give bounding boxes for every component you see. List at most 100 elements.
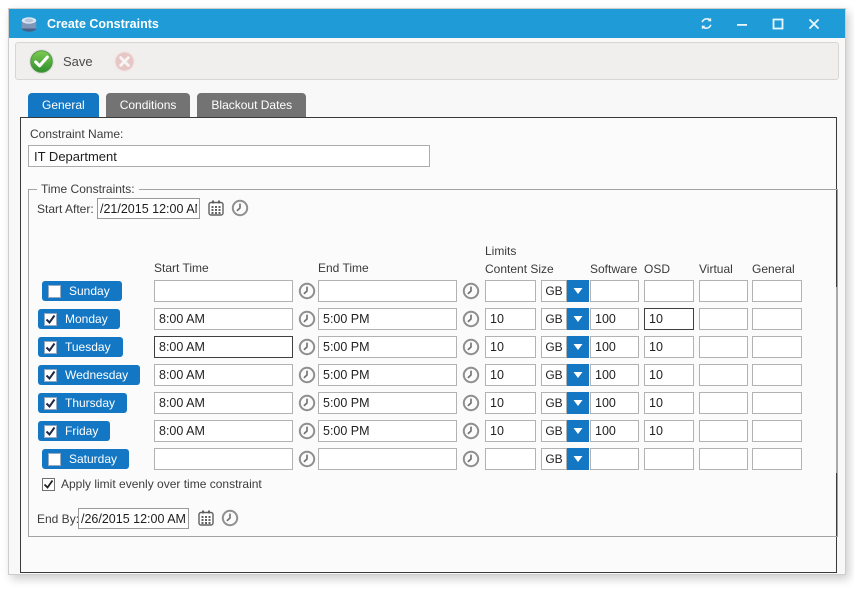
start-time-input[interactable] [154, 420, 293, 442]
end-time-input[interactable] [318, 448, 457, 470]
clock-icon[interactable] [462, 282, 480, 300]
clock-icon[interactable] [462, 422, 480, 440]
start-after-clock-icon[interactable] [231, 199, 249, 217]
content-size-input[interactable] [485, 280, 536, 302]
osd-input[interactable] [644, 336, 694, 358]
virtual-input[interactable] [699, 336, 748, 358]
unit-select[interactable]: GB [541, 364, 589, 386]
clock-icon[interactable] [298, 394, 316, 412]
end-time-input[interactable] [318, 364, 457, 386]
osd-input[interactable] [644, 392, 694, 414]
day-toggle-wednesday[interactable]: Wednesday [38, 365, 141, 385]
day-toggle-sunday[interactable]: Sunday [42, 281, 122, 301]
tab-blackout-dates[interactable]: Blackout Dates [197, 93, 307, 117]
general-input[interactable] [752, 308, 802, 330]
day-toggle-friday[interactable]: Friday [38, 421, 111, 441]
day-toggle-tuesday[interactable]: Tuesday [38, 337, 123, 357]
clock-icon[interactable] [462, 338, 480, 356]
start-time-input[interactable] [154, 364, 293, 386]
virtual-input[interactable] [699, 308, 748, 330]
software-input[interactable] [590, 336, 639, 358]
end-by-calendar-icon[interactable] [197, 509, 215, 527]
apply-limit-checkbox[interactable] [42, 477, 55, 491]
minimize-button[interactable] [731, 14, 753, 34]
close-button[interactable] [803, 14, 825, 34]
clock-icon[interactable] [298, 422, 316, 440]
clock-icon[interactable] [298, 450, 316, 468]
unit-select[interactable]: GB [541, 308, 589, 330]
unit-select[interactable]: GB [541, 420, 589, 442]
end-by-input[interactable] [78, 508, 189, 529]
virtual-input[interactable] [699, 280, 748, 302]
start-after-calendar-icon[interactable] [207, 199, 225, 217]
general-input[interactable] [752, 336, 802, 358]
content-size-input[interactable] [485, 364, 536, 386]
virtual-input[interactable] [699, 364, 748, 386]
osd-input[interactable] [644, 364, 694, 386]
maximize-button[interactable] [767, 14, 789, 34]
content-size-input[interactable] [485, 308, 536, 330]
start-after-input[interactable] [97, 198, 200, 219]
day-toggle-thursday[interactable]: Thursday [38, 393, 128, 413]
save-button[interactable]: Save [28, 48, 93, 75]
tab-general[interactable]: General [28, 93, 99, 117]
content-size-input[interactable] [485, 392, 536, 414]
end-by-clock-icon[interactable] [221, 509, 239, 527]
start-time-input[interactable] [154, 280, 293, 302]
end-time-input[interactable] [318, 420, 457, 442]
dropdown-arrow-icon [567, 448, 589, 470]
vertical-scrollbar[interactable] [836, 287, 838, 473]
start-time-input[interactable] [154, 336, 293, 358]
tab-conditions[interactable]: Conditions [105, 93, 191, 117]
content-size-input[interactable] [485, 336, 536, 358]
general-input[interactable] [752, 280, 802, 302]
refresh-button[interactable] [695, 14, 717, 34]
clock-icon[interactable] [298, 310, 316, 328]
clock-icon[interactable] [462, 394, 480, 412]
osd-input[interactable] [644, 308, 694, 330]
content-size-input[interactable] [485, 420, 536, 442]
apply-limit-row[interactable]: Apply limit evenly over time constraint [42, 477, 262, 491]
end-time-input[interactable] [318, 308, 457, 330]
software-input[interactable] [590, 308, 639, 330]
unit-select[interactable]: GB [541, 392, 589, 414]
software-input[interactable] [590, 420, 639, 442]
clock-icon[interactable] [298, 338, 316, 356]
clock-icon[interactable] [462, 366, 480, 384]
virtual-input[interactable] [699, 448, 748, 470]
general-input[interactable] [752, 420, 802, 442]
clock-icon[interactable] [298, 366, 316, 384]
constraint-name-input[interactable] [28, 145, 430, 167]
general-input[interactable] [752, 364, 802, 386]
start-time-input[interactable] [154, 448, 293, 470]
unit-select[interactable]: GB [541, 448, 589, 470]
day-toggle-saturday[interactable]: Saturday [42, 449, 130, 469]
start-time-input[interactable] [154, 392, 293, 414]
content-size-input[interactable] [485, 448, 536, 470]
header-osd: OSD [644, 262, 671, 276]
clock-icon[interactable] [462, 450, 480, 468]
general-input[interactable] [752, 392, 802, 414]
software-input[interactable] [590, 280, 639, 302]
osd-input[interactable] [644, 280, 694, 302]
general-input[interactable] [752, 448, 802, 470]
clock-icon[interactable] [462, 310, 480, 328]
unit-value: GB [541, 336, 567, 358]
unit-select[interactable]: GB [541, 336, 589, 358]
virtual-input[interactable] [699, 420, 748, 442]
end-time-input[interactable] [318, 392, 457, 414]
toolbar: Save [15, 42, 839, 80]
software-input[interactable] [590, 392, 639, 414]
start-time-input[interactable] [154, 308, 293, 330]
unit-select[interactable]: GB [541, 280, 589, 302]
software-input[interactable] [590, 448, 639, 470]
clock-icon[interactable] [298, 282, 316, 300]
day-toggle-monday[interactable]: Monday [38, 309, 120, 329]
osd-input[interactable] [644, 448, 694, 470]
end-time-input[interactable] [318, 280, 457, 302]
virtual-input[interactable] [699, 392, 748, 414]
software-input[interactable] [590, 364, 639, 386]
end-time-input[interactable] [318, 336, 457, 358]
osd-input[interactable] [644, 420, 694, 442]
cancel-button-disabled[interactable] [113, 50, 136, 73]
